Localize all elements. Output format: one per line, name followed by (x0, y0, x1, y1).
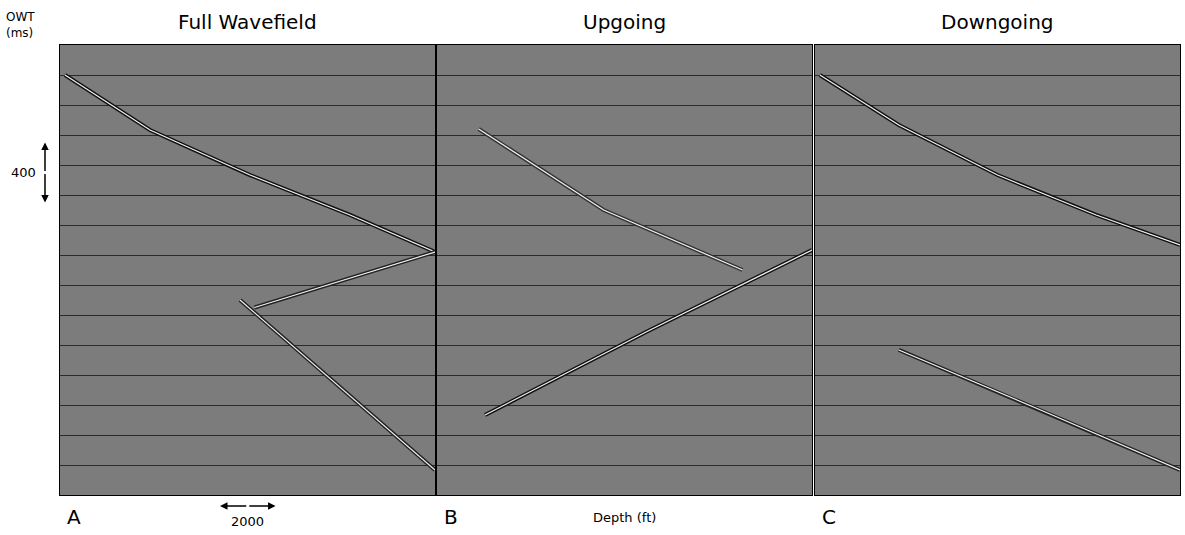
svg-text:2000: 2000 (231, 514, 264, 529)
svg-text:Downgoing: Downgoing (941, 10, 1054, 34)
svg-text:Depth (ft): Depth (ft) (593, 510, 656, 525)
svg-text:B: B (444, 505, 458, 529)
svg-text:Upgoing: Upgoing (583, 10, 666, 34)
svg-text:OWT(ms): OWT(ms) (6, 10, 35, 40)
svg-text:C: C (822, 505, 836, 529)
svg-text:400: 400 (11, 165, 36, 180)
svg-text:A: A (67, 505, 81, 529)
svg-text:Full Wavefield: Full Wavefield (178, 10, 317, 34)
